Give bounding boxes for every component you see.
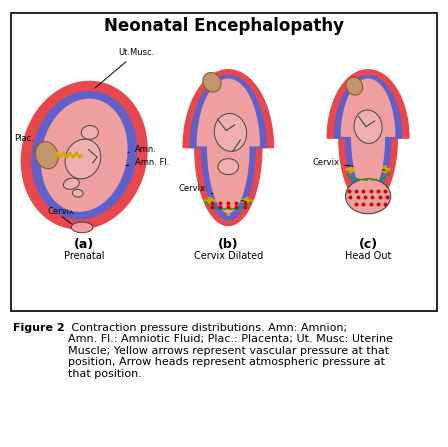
Ellipse shape <box>214 114 247 152</box>
Polygon shape <box>327 70 409 207</box>
Ellipse shape <box>218 159 239 175</box>
Text: Cervix: Cervix <box>179 184 246 202</box>
Polygon shape <box>32 92 136 219</box>
Text: Amn.: Amn. <box>125 145 156 154</box>
Ellipse shape <box>203 72 221 92</box>
Polygon shape <box>197 79 259 212</box>
Text: (a): (a) <box>74 237 95 251</box>
Text: Ut.Musc.: Ut.Musc. <box>95 48 155 88</box>
Text: Head Out: Head Out <box>345 251 391 261</box>
Text: Figure 2: Figure 2 <box>13 323 65 333</box>
Text: (b): (b) <box>218 237 239 251</box>
Ellipse shape <box>63 178 79 189</box>
Polygon shape <box>22 81 147 229</box>
Ellipse shape <box>71 222 93 233</box>
Ellipse shape <box>346 77 362 95</box>
Polygon shape <box>335 76 401 201</box>
Ellipse shape <box>35 142 58 169</box>
Ellipse shape <box>81 126 99 139</box>
Ellipse shape <box>65 139 101 179</box>
Polygon shape <box>42 99 127 211</box>
Ellipse shape <box>345 179 391 214</box>
Text: Cervix Dilated: Cervix Dilated <box>194 251 263 261</box>
Ellipse shape <box>354 110 382 143</box>
Text: Plac.: Plac. <box>14 134 44 150</box>
Text: Cervix: Cervix <box>47 207 75 216</box>
Polygon shape <box>190 76 266 220</box>
Polygon shape <box>341 79 395 193</box>
Text: Prenatal: Prenatal <box>64 251 104 261</box>
Text: Amn. Fl.: Amn. Fl. <box>119 158 169 167</box>
Polygon shape <box>183 70 273 225</box>
Text: (c): (c) <box>358 237 378 251</box>
Text: Neonatal Encephalopathy: Neonatal Encephalopathy <box>104 17 344 35</box>
Text: Cervix: Cervix <box>312 159 385 170</box>
Ellipse shape <box>73 190 83 197</box>
Text: Contraction pressure distributions. Amn: Amnion;
Amn. Fl.: Amniotic Fluid; Plac.: Contraction pressure distributions. Amn:… <box>68 323 393 379</box>
